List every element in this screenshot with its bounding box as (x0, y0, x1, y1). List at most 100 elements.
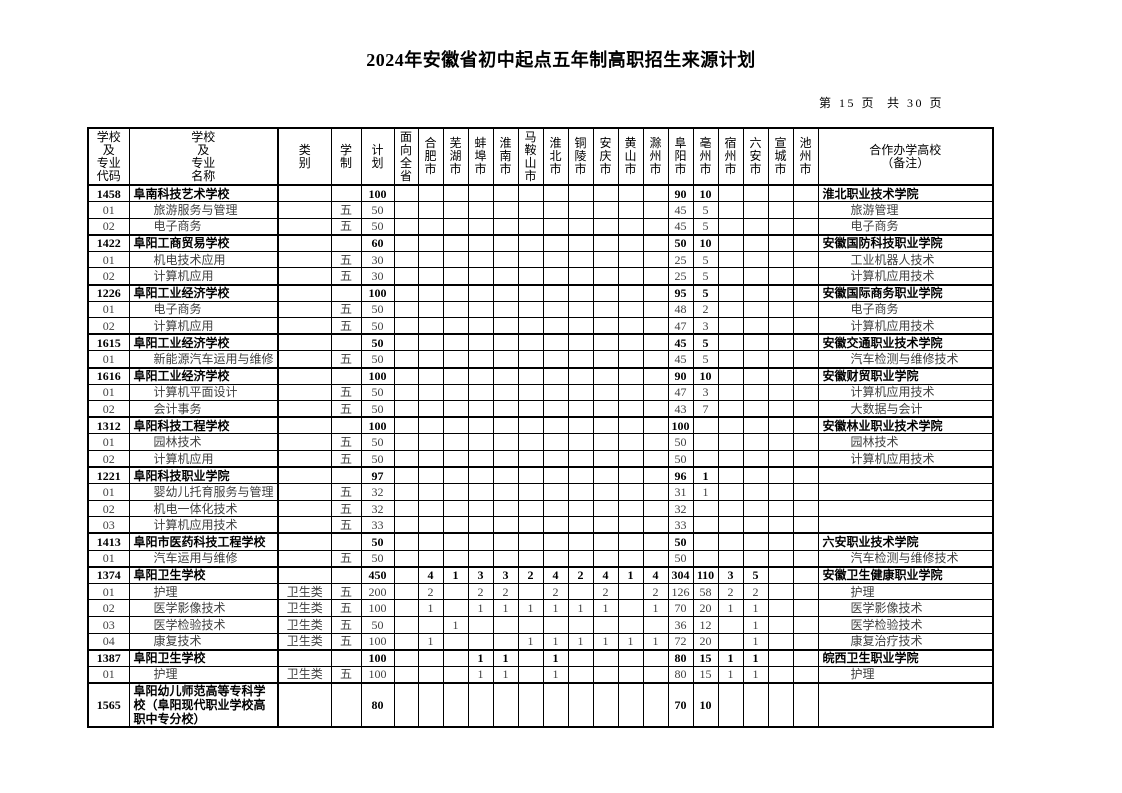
cell-chizhou (792, 450, 819, 468)
cell-tongling (567, 665, 594, 684)
cell-suzhou (717, 400, 744, 418)
cell-maanshan (517, 233, 544, 252)
cell-anqing (592, 283, 619, 302)
cell-tongling (567, 466, 594, 485)
cell-plan: 100 (360, 283, 395, 302)
cell-category: 卫生类 (277, 582, 332, 601)
cell-plan: 100 (360, 632, 395, 651)
cell-tongling (567, 549, 594, 568)
cell-luan (742, 300, 769, 319)
cell-hefei (417, 233, 444, 252)
cell-plan: 30 (360, 267, 395, 286)
cell-wuhu (442, 599, 469, 617)
cell-duration: 五 (330, 450, 362, 468)
column-header-huangshan: 黄 山 市 (617, 127, 644, 186)
cell-maanshan (517, 201, 544, 219)
cell-duration (330, 184, 362, 203)
cell-plan: 60 (360, 233, 395, 252)
cell-wuhu (442, 516, 469, 534)
cell-huaibei (542, 433, 569, 451)
cell-bozhou: 58 (692, 582, 719, 601)
cell-suzhou (717, 350, 744, 369)
cell-tongling (567, 615, 594, 634)
cell-anqing (592, 300, 619, 319)
cell-luan (742, 466, 769, 485)
cell-luan (742, 283, 769, 302)
cell-maanshan (517, 516, 544, 534)
cell-hefei (417, 400, 444, 418)
cell-plan: 450 (360, 565, 395, 584)
cell-province (393, 217, 419, 236)
cell-province (393, 283, 419, 302)
cell-fuyang: 43 (667, 400, 694, 418)
cell-tongling: 2 (567, 565, 594, 584)
cell-code: 1374 (87, 565, 130, 584)
cell-huainan (492, 317, 519, 335)
cell-tongling (567, 681, 594, 728)
cell-luan (742, 383, 769, 402)
cell-anqing (592, 532, 619, 551)
cell-province (393, 648, 419, 667)
cell-province (393, 333, 419, 352)
cell-luan (742, 532, 769, 551)
cell-xuancheng (767, 433, 794, 451)
cell-fuyang: 48 (667, 300, 694, 319)
column-header-name: 学校 及 专业 名称 (128, 127, 279, 186)
cell-plan: 33 (360, 516, 395, 534)
cell-huaibei (542, 450, 569, 468)
table-row: 1387 阜阳卫生学校 100 1 1 1 80 15 1 1 皖西卫生职业学院 (87, 648, 994, 667)
cell-province (393, 681, 419, 728)
cell-fuyang: 25 (667, 250, 694, 269)
cell-wuhu (442, 400, 469, 418)
cell-tongling (567, 648, 594, 667)
cell-chuzhou (642, 283, 669, 302)
cell-bozhou: 5 (692, 283, 719, 302)
cell-hefei: 2 (417, 582, 444, 601)
cell-chizhou (792, 267, 819, 286)
cell-duration (330, 565, 362, 584)
cell-tongling (567, 283, 594, 302)
cell-remark: 电子商务 (817, 300, 994, 319)
cell-bozhou (692, 516, 719, 534)
cell-name: 阜南科技艺术学校 (128, 184, 279, 203)
table-row: 02 计算机应用 五 50 47 3 计算机应用技术 (87, 317, 994, 335)
cell-name: 阜阳卫生学校 (128, 565, 279, 584)
cell-province (393, 450, 419, 468)
cell-luan (742, 250, 769, 269)
table-row: 01 园林技术五 50 50 园林技术 (87, 433, 994, 451)
cell-hefei (417, 366, 444, 385)
cell-code: 01 (87, 433, 130, 451)
table-header: 学校 及 专业 代码 学校 及 专业 名称类 别学 制计 划面 向 全 省合 肥 … (87, 127, 994, 186)
cell-category (277, 233, 332, 252)
cell-huaibei: 1 (542, 632, 569, 651)
cell-plan: 50 (360, 383, 395, 402)
cell-luan (742, 433, 769, 451)
cell-bengbu: 1 (467, 648, 494, 667)
cell-huangshan (617, 400, 644, 418)
page-title: 2024年安徽省初中起点五年制高职招生来源计划 (366, 50, 756, 70)
column-header-hefei: 合 肥 市 (417, 127, 444, 186)
cell-remark: 汽车检测与维修技术 (817, 350, 994, 369)
cell-wuhu (442, 532, 469, 551)
cell-maanshan (517, 283, 544, 302)
cell-duration: 五 (330, 516, 362, 534)
cell-anqing (592, 201, 619, 219)
cell-chizhou (792, 383, 819, 402)
cell-suzhou: 1 (717, 599, 744, 617)
cell-remark: 皖西卫生职业学院 (817, 648, 994, 667)
cell-huaibei: 2 (542, 582, 569, 601)
column-header-maanshan: 马 鞍 山 市 (517, 127, 544, 186)
cell-fuyang: 100 (667, 416, 694, 435)
cell-bozhou: 12 (692, 615, 719, 634)
cell-anqing (592, 499, 619, 518)
cell-anqing (592, 466, 619, 485)
cell-bozhou: 5 (692, 250, 719, 269)
cell-wuhu (442, 499, 469, 518)
cell-bozhou (692, 532, 719, 551)
cell-code: 04 (87, 632, 130, 651)
cell-anqing (592, 400, 619, 418)
cell-remark: 安徽财贸职业学院 (817, 366, 994, 385)
cell-province (393, 516, 419, 534)
cell-name: 计算机应用 (128, 450, 279, 468)
cell-hefei (417, 184, 444, 203)
